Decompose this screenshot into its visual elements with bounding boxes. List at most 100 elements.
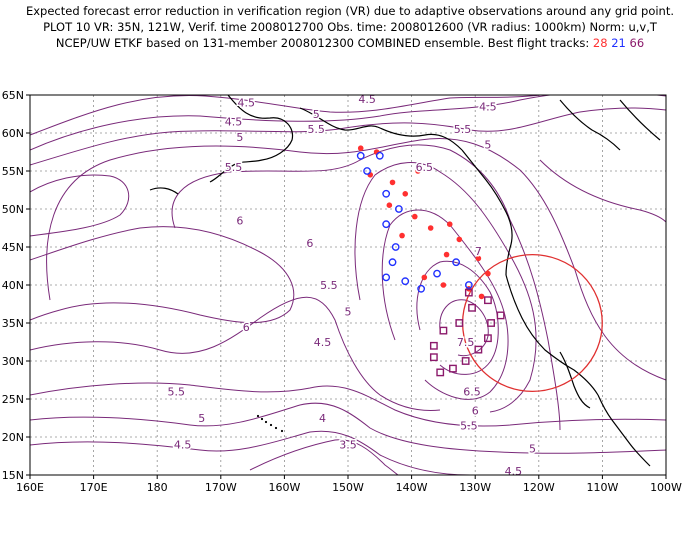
lat-tick-label: 45N bbox=[2, 241, 24, 254]
track-point-purple bbox=[429, 341, 438, 350]
contour-value-label: 5 bbox=[313, 108, 320, 121]
track-point-purple bbox=[449, 364, 457, 373]
contour-value-label: 4.5 bbox=[174, 439, 192, 452]
contour-value-label: 4.5 bbox=[225, 116, 243, 129]
track-point-red bbox=[427, 225, 434, 231]
coastline bbox=[619, 99, 661, 141]
contour-value-label: 5 bbox=[484, 138, 491, 151]
contour-value-label: 5.5 bbox=[307, 123, 325, 136]
title-line-1: Expected forecast error reduction in ver… bbox=[25, 4, 675, 18]
lon-tick-label: 170W bbox=[205, 481, 237, 494]
track-point-blue bbox=[394, 205, 403, 213]
track-point-purple bbox=[484, 334, 492, 343]
lon-tick-label: 100W bbox=[650, 481, 682, 494]
coastline bbox=[209, 95, 294, 183]
contour-line bbox=[30, 382, 666, 427]
title-line-3: NCEP/UW ETKF based on 131-member 2008012… bbox=[0, 35, 700, 51]
coastline bbox=[559, 99, 621, 151]
track-point-purple bbox=[455, 319, 464, 327]
title-line-2: PLOT 10 VR: 35N, 121W, Verif. time 20080… bbox=[43, 20, 657, 34]
track-label-blue: 21 bbox=[611, 36, 626, 50]
track-point-blue bbox=[417, 284, 426, 293]
contour-value-label: 6.5 bbox=[463, 385, 481, 398]
track-point-red bbox=[421, 274, 428, 281]
lon-tick-label: 160E bbox=[16, 481, 44, 494]
track-point-purple bbox=[496, 311, 505, 320]
contour-line bbox=[416, 260, 499, 375]
track-point-red bbox=[411, 213, 418, 220]
contour-value-label: 6.5 bbox=[416, 161, 434, 174]
graticule bbox=[30, 95, 666, 475]
lon-tick-label: 120W bbox=[523, 481, 555, 494]
contour-value-label: 5 bbox=[529, 442, 536, 455]
contour-value-label: 3.5 bbox=[339, 439, 357, 452]
track-point-red bbox=[389, 179, 396, 186]
contour-value-label: 5.5 bbox=[320, 279, 338, 292]
track-point-blue bbox=[382, 189, 391, 198]
island bbox=[264, 420, 268, 424]
contour-line bbox=[171, 144, 561, 431]
track-point-red bbox=[399, 232, 405, 239]
contour-value-label: 5 bbox=[198, 412, 205, 425]
contour-line bbox=[30, 226, 295, 324]
track-point-blue bbox=[388, 258, 397, 267]
contour-value-label: 4.5 bbox=[358, 93, 376, 106]
track-point-blue bbox=[401, 277, 410, 286]
track-label-red: 28 bbox=[592, 36, 608, 50]
coastline bbox=[299, 107, 463, 151]
flight-track-markers bbox=[356, 145, 505, 377]
island bbox=[269, 423, 273, 427]
track-point-purple bbox=[484, 296, 492, 305]
contour-value-label: 5.5 bbox=[225, 161, 243, 174]
track-point-purple bbox=[461, 357, 470, 365]
coastline bbox=[461, 149, 513, 276]
axis-ticks: 160E 170E 180 170W 160W 150W 140W 130W 120W 110W 1… bbox=[2, 89, 682, 494]
lon-tick-label: 160W bbox=[268, 481, 300, 494]
track-point-blue bbox=[356, 151, 365, 160]
track-label-purple: 66 bbox=[629, 36, 645, 50]
lon-tick-label: 130W bbox=[459, 481, 491, 494]
lat-tick-label: 65N bbox=[2, 89, 24, 102]
contour-line bbox=[30, 95, 666, 151]
contour-line bbox=[439, 299, 489, 357]
island bbox=[256, 414, 260, 418]
lat-tick-label: 50N bbox=[2, 203, 24, 216]
track-point-red bbox=[415, 168, 421, 174]
track-point-red bbox=[443, 251, 450, 258]
contour-value-label: 5.5 bbox=[460, 420, 478, 433]
contour-value-label: 5.5 bbox=[454, 123, 472, 136]
contour-line bbox=[381, 209, 509, 400]
contour-value-label: 6 bbox=[472, 404, 479, 417]
title-line-3-text: NCEP/UW ETKF based on 131-member 2008012… bbox=[55, 36, 590, 50]
contour-value-label: 4.5 bbox=[505, 465, 523, 478]
track-point-red bbox=[386, 202, 393, 208]
coastline bbox=[559, 351, 591, 409]
island bbox=[260, 417, 264, 421]
contour-value-label: 5 bbox=[236, 131, 243, 144]
contour-line bbox=[30, 402, 666, 454]
lat-tick-label: 55N bbox=[2, 165, 24, 178]
track-point-red bbox=[456, 236, 463, 243]
lon-tick-label: 140W bbox=[396, 481, 428, 494]
lat-tick-label: 15N bbox=[2, 469, 24, 482]
track-point-red bbox=[475, 255, 482, 262]
track-point-blue bbox=[375, 151, 384, 160]
contour-line bbox=[354, 162, 537, 413]
track-point-purple bbox=[429, 353, 438, 362]
contour-value-label: 4.5 bbox=[314, 336, 332, 349]
contour-value-label: 6 bbox=[236, 214, 243, 227]
contour-value-label: 6 bbox=[306, 237, 313, 250]
track-point-blue bbox=[382, 220, 391, 229]
track-point-blue bbox=[391, 243, 400, 251]
contour-value-label: 5.5 bbox=[168, 385, 186, 398]
contour-line bbox=[46, 137, 666, 381]
track-point-purple bbox=[468, 303, 476, 312]
lat-tick-label: 35N bbox=[2, 317, 24, 330]
island bbox=[280, 429, 284, 433]
lat-tick-label: 25N bbox=[2, 393, 24, 406]
lat-tick-label: 60N bbox=[2, 127, 24, 140]
contour-line bbox=[539, 159, 666, 223]
track-point-purple bbox=[464, 288, 473, 297]
track-point-blue bbox=[433, 269, 441, 278]
track-point-red bbox=[446, 221, 453, 227]
